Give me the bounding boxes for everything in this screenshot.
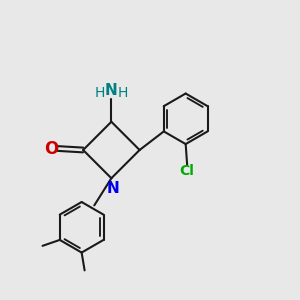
Text: H: H: [118, 86, 128, 100]
Text: N: N: [105, 83, 118, 98]
Text: H: H: [95, 86, 105, 100]
Text: O: O: [44, 140, 58, 158]
Text: Cl: Cl: [180, 164, 195, 178]
Text: N: N: [106, 181, 119, 196]
